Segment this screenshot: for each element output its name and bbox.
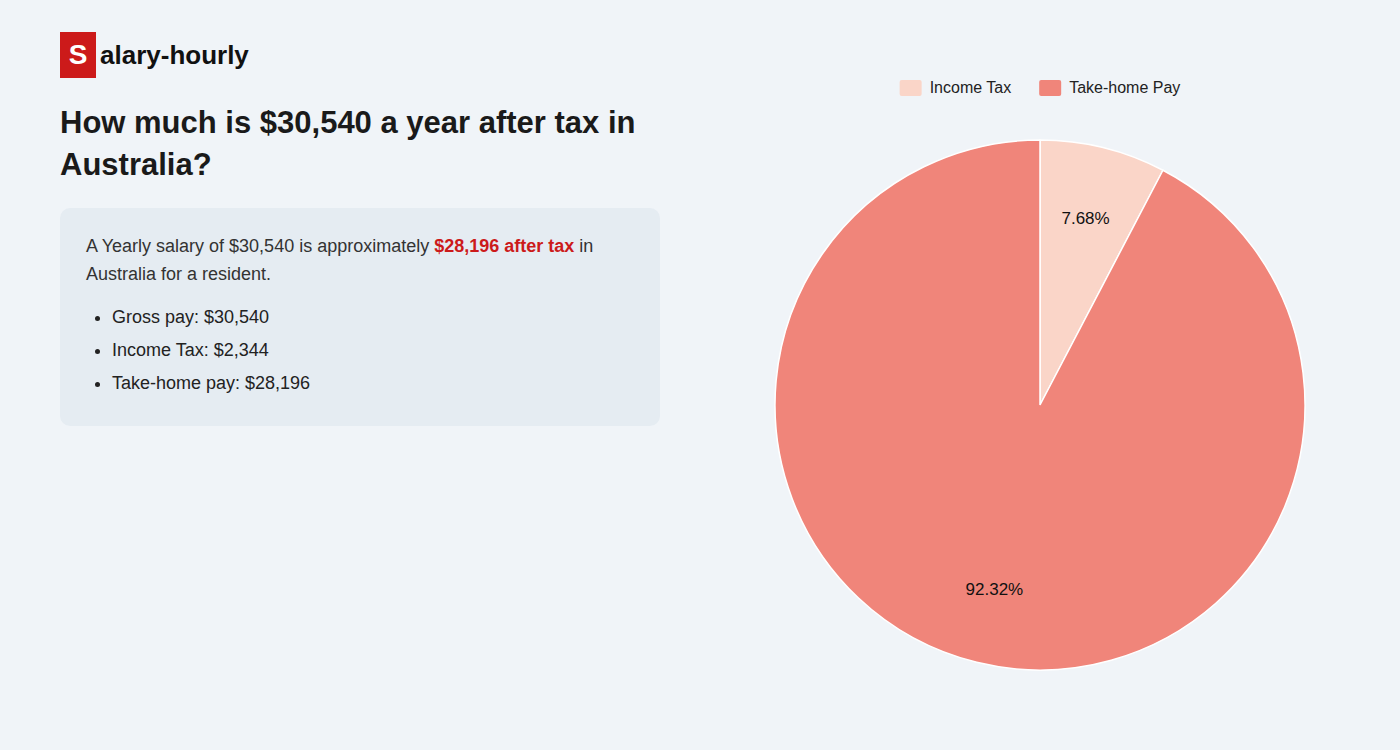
info-line: A Yearly salary of $30,540 is approximat…	[86, 232, 634, 261]
pie-chart: Income Tax Take-home Pay 7.68% 92.32%	[700, 0, 1400, 750]
legend-label: Take-home Pay	[1069, 79, 1180, 96]
data-label: 92.32%	[966, 580, 1024, 599]
data-labels: 7.68% 92.32%	[966, 209, 1110, 599]
bullet-list: Gross pay: $30,540 Income Tax: $2,344 Take…	[86, 303, 634, 397]
bullet-item: Income Tax: $2,344	[112, 336, 634, 365]
bullet-item: Take-home pay: $28,196	[112, 369, 634, 398]
logo: Salary-hourly	[60, 30, 660, 80]
title: How much is $30,540 a year after tax in …	[60, 102, 660, 186]
info-text: in	[574, 236, 593, 256]
legend-swatch	[900, 80, 922, 96]
pie-slice	[775, 140, 1305, 670]
legend-item: Income Tax	[900, 79, 1012, 96]
logo-text: alary-hourly	[100, 40, 249, 71]
info-line: Australia for a resident.	[86, 260, 634, 289]
info-text: A Yearly salary of $30,540 is approximat…	[86, 236, 434, 256]
slices	[775, 140, 1305, 670]
info-box: A Yearly salary of $30,540 is approximat…	[60, 208, 660, 426]
legend-item: Take-home Pay	[1039, 79, 1180, 96]
bullet-item: Gross pay: $30,540	[112, 303, 634, 332]
logo-letter: S	[60, 32, 96, 78]
text-panel: Salary-hourly How much is $30,540 a year …	[60, 30, 660, 426]
legend-swatch	[1039, 80, 1061, 96]
info-highlight: $28,196 after tax	[434, 236, 574, 256]
data-label: 7.68%	[1061, 209, 1109, 228]
legend-label: Income Tax	[930, 79, 1012, 96]
legend: Income Tax Take-home Pay	[900, 79, 1181, 96]
